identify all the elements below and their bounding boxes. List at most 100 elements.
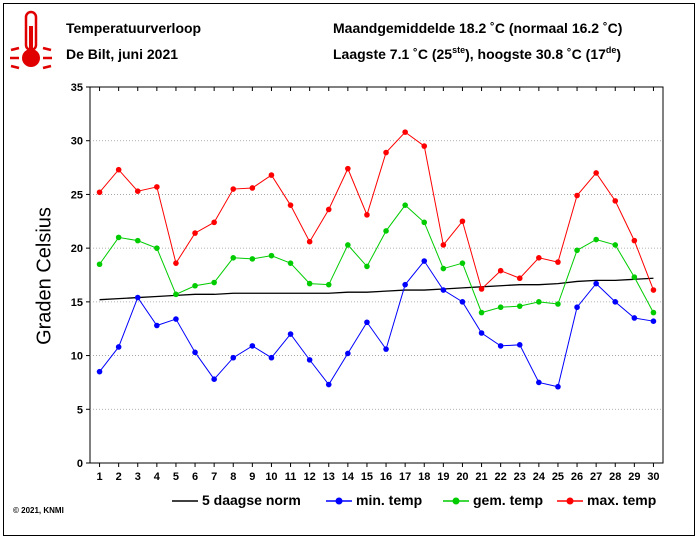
y-tick-label: 5 [77,404,83,416]
data-point-max [115,166,122,173]
data-point-max [593,170,599,176]
y-tick-label: 15 [71,297,83,309]
data-point-min [306,357,313,363]
data-point-min [593,280,599,287]
x-tick-label: 24 [533,471,546,483]
x-tick-label: 15 [361,471,373,483]
data-point-avg [555,301,561,307]
data-point-min [459,299,466,305]
legend-marker-min [335,497,343,505]
chart-title: Temperatuurverloop [66,20,202,36]
x-tick-label: 20 [456,471,468,483]
chart-subtitle: De Bilt, juni 2021 [66,46,179,62]
x-tick-label: 4 [154,471,161,483]
month-average-text: Maandgemiddelde 18.2 ˚C (normaal 16.2 ˚C… [333,20,623,36]
x-tick-label: 17 [399,471,411,483]
legend-label-norm: 5 daagse norm [202,492,301,508]
x-tick-label: 21 [475,471,487,483]
data-point-avg [593,236,599,243]
data-point-max [631,237,638,244]
data-point-max [516,275,523,282]
chart-frame [3,3,695,536]
data-point-max [402,129,408,135]
data-point-avg [574,247,580,254]
data-point-min [345,350,351,357]
data-point-avg [421,219,428,226]
data-point-max [364,212,370,218]
data-point-max [536,255,542,261]
data-point-max [249,185,256,191]
data-point-avg [497,304,504,311]
data-point-min [96,368,103,375]
data-point-max [192,230,198,236]
data-point-min [516,342,523,348]
data-point-max [96,189,103,196]
data-point-min [364,319,370,326]
series-line-max [99,131,654,291]
data-point-min [154,322,160,329]
data-point-avg [230,255,237,261]
data-point-avg [268,252,275,259]
data-point-avg [249,256,256,262]
data-point-max [574,192,580,199]
data-point-min [612,299,619,305]
y-tick-label: 35 [71,82,83,94]
data-point-max [383,149,389,156]
data-point-min [478,330,485,336]
data-point-avg [612,242,619,248]
data-point-min [115,344,122,350]
data-point-min [650,318,657,324]
extremes-text: Laagste 7.1 ˚C (25ste), hoogste 30.8 ˚C … [333,45,622,63]
data-point-min [325,381,332,388]
legend-label-max: max. temp [587,492,657,508]
legend-label-min: min. temp [356,492,423,508]
data-point-max [211,219,217,226]
y-tick-label: 10 [71,351,83,363]
x-tick-label: 11 [285,471,297,483]
data-point-min [421,258,428,264]
data-point-avg [115,234,122,241]
data-point-max [287,202,294,208]
data-point-min [173,316,179,322]
x-tick-label: 18 [418,471,430,483]
data-point-min [230,354,237,361]
data-point-max [497,267,504,274]
data-point-avg [325,281,332,288]
data-point-avg [287,260,294,266]
x-tick-label: 16 [380,471,392,483]
data-point-avg [173,291,179,298]
data-point-max [612,198,619,204]
x-tick-label: 29 [628,471,640,483]
data-point-max [173,260,179,266]
x-tick-label: 13 [323,471,335,483]
data-point-min [402,281,408,288]
data-point-min [383,346,389,352]
data-point-min [249,343,256,349]
data-point-avg [211,279,217,286]
data-point-min [268,354,275,361]
series-line-norm [99,277,654,301]
data-point-avg [154,245,160,251]
data-point-avg [96,261,103,268]
y-tick-label: 25 [71,189,83,201]
data-point-max [230,186,237,192]
data-point-max [555,259,561,265]
data-point-max [421,143,428,149]
data-point-avg [383,228,389,234]
data-point-avg [364,263,370,270]
x-tick-label: 25 [552,471,564,483]
data-point-min [497,343,504,349]
x-tick-label: 10 [265,471,277,483]
legend-marker-avg [452,497,460,505]
x-tick-label: 6 [192,471,198,483]
data-point-max [650,287,657,293]
copyright-text: © 2021, KNMI [13,506,64,515]
data-point-min [192,349,198,356]
data-point-min [631,315,638,321]
data-point-min [440,287,447,293]
thermometer-icon [10,10,52,70]
data-point-avg [650,309,657,316]
x-tick-label: 30 [647,471,659,483]
x-tick-label: 2 [116,471,122,483]
